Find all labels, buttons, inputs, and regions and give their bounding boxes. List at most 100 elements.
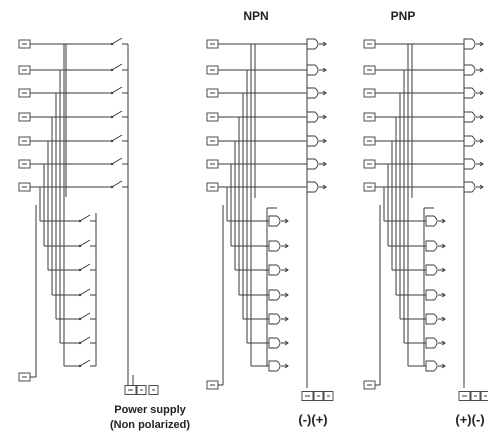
pnp-transistor-symbol — [425, 289, 446, 301]
power-supply-caption: Power supply — [114, 404, 186, 416]
transistor-body — [463, 111, 476, 123]
relay-contact — [30, 134, 128, 143]
output-arrow — [322, 41, 327, 47]
transistor-body — [425, 215, 438, 227]
relay-contact — [30, 110, 128, 119]
output-arrow — [322, 138, 327, 144]
relay-contact — [40, 214, 96, 223]
transistor-body — [306, 158, 319, 170]
transistor-body — [463, 38, 476, 50]
contact-blade — [79, 288, 91, 296]
npn-transistor-symbol — [268, 337, 289, 349]
output-arrow — [322, 67, 327, 73]
transistor-body — [463, 64, 476, 76]
pnp-transistor-symbol — [463, 38, 484, 50]
contact-blade — [79, 359, 91, 367]
pnp-transistor-symbol — [463, 158, 484, 170]
relay-contact — [30, 86, 128, 95]
transistor-body — [306, 87, 319, 99]
output-arrow — [284, 316, 289, 322]
transistor-body — [268, 240, 281, 252]
pnp-transistor-symbol — [425, 337, 446, 349]
pnp-header: PNP — [391, 9, 416, 23]
output-arrow — [284, 267, 289, 273]
transistor-body — [306, 135, 319, 147]
relay-contact — [56, 312, 96, 321]
relay-contact — [30, 180, 128, 189]
pnp-transistor-symbol — [425, 360, 446, 372]
contact-blade — [79, 336, 91, 344]
contact-blade — [79, 239, 91, 247]
pnp-transistor-symbol — [463, 87, 484, 99]
npn-transistor-symbol — [268, 289, 289, 301]
relay-contact — [64, 359, 96, 368]
transistor-body — [425, 360, 438, 372]
transistor-body — [463, 135, 476, 147]
relay-contact — [30, 63, 128, 72]
output-arrow — [441, 267, 446, 273]
transistor-body — [306, 38, 319, 50]
output-arrow — [479, 184, 484, 190]
transistor-body — [268, 337, 281, 349]
npn-transistor-symbol — [306, 87, 327, 99]
contact-blade — [111, 86, 123, 94]
transistor-body — [425, 240, 438, 252]
relay-contact — [44, 239, 96, 248]
output-arrow — [322, 114, 327, 120]
contact-blade — [111, 110, 123, 118]
npn-transistor-symbol — [306, 158, 327, 170]
relay-contact — [30, 37, 128, 46]
output-arrow — [322, 161, 327, 167]
contact-blade — [79, 214, 91, 222]
npn-polarity-label: (-)(+) — [298, 412, 327, 427]
output-arrow — [322, 184, 327, 190]
relay-contact — [60, 336, 96, 345]
transistor-body — [463, 158, 476, 170]
npn-panel — [206, 38, 334, 401]
transistor-body — [306, 111, 319, 123]
npn-transistor-symbol — [306, 38, 327, 50]
npn-transistor-symbol — [306, 111, 327, 123]
pnp-transistor-symbol — [425, 264, 446, 276]
pnp-transistor-symbol — [463, 64, 484, 76]
output-arrow — [479, 114, 484, 120]
relay-contact — [48, 263, 96, 272]
output-arrow — [284, 218, 289, 224]
npn-transistor-symbol — [306, 135, 327, 147]
output-arrow — [479, 41, 484, 47]
pnp-transistor-symbol — [463, 111, 484, 123]
transistor-body — [425, 337, 438, 349]
pnp-transistor-symbol — [425, 215, 446, 227]
output-arrow — [284, 243, 289, 249]
output-arrow — [284, 292, 289, 298]
relay-contact-panel — [18, 37, 159, 395]
contact-blade — [79, 263, 91, 271]
npn-transistor-symbol — [268, 240, 289, 252]
transistor-body — [463, 87, 476, 99]
output-arrow — [441, 363, 446, 369]
transistor-body — [463, 181, 476, 193]
output-arrow — [441, 292, 446, 298]
pnp-transistor-symbol — [425, 240, 446, 252]
transistor-body — [425, 313, 438, 325]
npn-transistor-symbol — [268, 215, 289, 227]
npn-header: NPN — [243, 9, 268, 23]
contact-blade — [79, 312, 91, 320]
non-polarized-caption: (Non polarized) — [110, 419, 190, 431]
output-arrow — [479, 90, 484, 96]
output-arrow — [479, 161, 484, 167]
pnp-polarity-label: (+)(-) — [455, 412, 484, 427]
output-arrow — [479, 138, 484, 144]
transistor-body — [425, 289, 438, 301]
transistor-body — [268, 360, 281, 372]
output-arrow — [441, 218, 446, 224]
output-arrow — [322, 90, 327, 96]
output-arrow — [284, 340, 289, 346]
contact-blade — [111, 63, 123, 71]
contact-blade — [111, 157, 123, 165]
pnp-transistor-symbol — [463, 181, 484, 193]
transistor-body — [425, 264, 438, 276]
transistor-body — [268, 215, 281, 227]
relay-contact — [30, 157, 128, 166]
pnp-panel — [363, 38, 488, 401]
